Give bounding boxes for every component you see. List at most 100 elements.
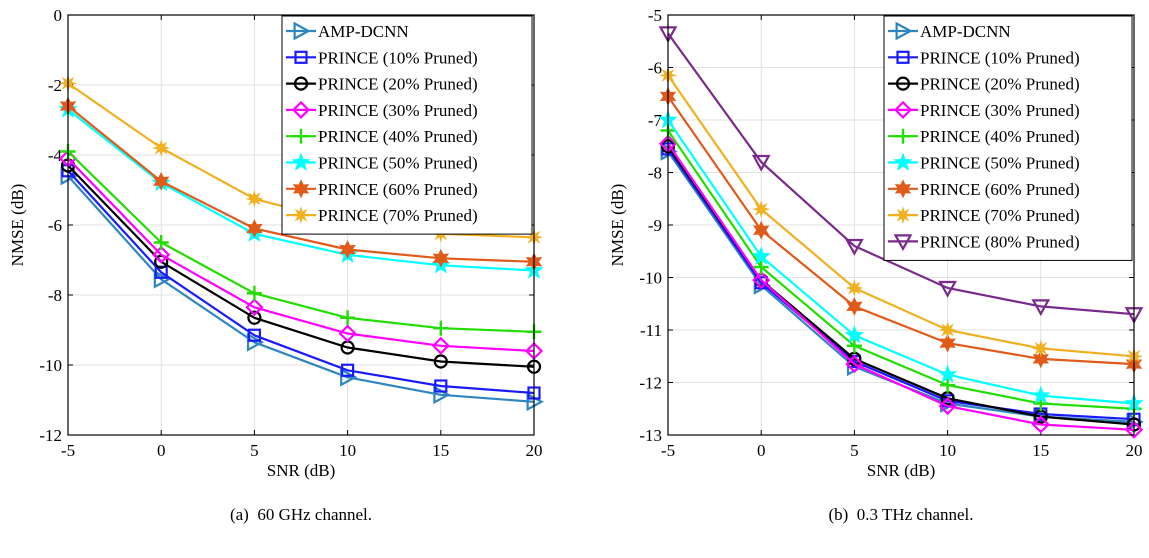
x-tick-label: 15 — [1032, 441, 1049, 460]
data-point-prince-50-pruned — [1031, 385, 1051, 404]
y-axis-label: NMSE (dB) — [608, 184, 627, 267]
data-point-prince-20-pruned — [433, 354, 448, 369]
legend-label: PRINCE (40% Pruned) — [920, 127, 1080, 146]
legend-marker — [294, 50, 308, 64]
chart-b: -5 0 5 10 15 20 -5 -6 -7 -8 -9 -10 -11 -12 -13 AMP-DCNN… — [608, 6, 1144, 524]
data-point-prince-40-pruned — [246, 285, 262, 301]
data-point-prince-30-pruned — [938, 397, 957, 416]
legend-marker — [292, 179, 310, 199]
legend: AMP-DCNN PRINCE (10% Pruned) PRINCE (20% P… — [281, 15, 533, 235]
legend-label: PRINCE (50% Pruned) — [920, 154, 1080, 173]
data-point-amp-dcnn — [246, 332, 265, 352]
data-point-amp-dcnn — [153, 269, 172, 289]
series-line-prince-20-pruned — [67, 164, 535, 368]
legend-label: AMP-DCNN — [318, 22, 409, 41]
series-line-prince-10-pruned — [667, 148, 1135, 421]
legend-marker — [293, 128, 309, 144]
legend-box — [883, 15, 1133, 261]
legend-marker — [291, 152, 311, 171]
data-point-prince-50-pruned — [844, 325, 865, 344]
x-tick-label: 0 — [757, 441, 766, 460]
data-point-prince-60-pruned — [152, 171, 170, 191]
legend-label: PRINCE (50% Pruned) — [318, 154, 478, 173]
axes-frame — [67, 14, 535, 436]
data-point-amp-dcnn — [340, 367, 358, 387]
legend-marker — [291, 100, 311, 119]
data-point-prince-60-pruned — [246, 219, 263, 238]
data-point-prince-40-pruned — [153, 235, 169, 250]
legend-label: PRINCE (30% Pruned) — [920, 101, 1080, 120]
legend-label: PRINCE (30% Pruned) — [318, 101, 478, 120]
legend-marker — [293, 76, 309, 91]
legend-marker — [893, 152, 913, 171]
legend-box — [281, 15, 533, 235]
data-point-prince-20-pruned — [247, 310, 262, 325]
legend-marker — [893, 206, 913, 225]
legend-marker — [895, 21, 913, 41]
x-tick-label: 0 — [157, 441, 166, 460]
y-axis-label: NMSE (dB) — [8, 184, 27, 267]
chart-a: -5 0 5 10 15 20 0 -2 -4 -6 -8 -10 -12 AMP-DCNN PRINCE … — [8, 6, 544, 524]
data-point-prince-30-pruned — [245, 298, 264, 317]
y-tick-label: -6 — [648, 59, 662, 78]
axes-frame — [667, 14, 1135, 436]
figure-caption: (b) 0.3 THz channel. — [828, 505, 973, 524]
axis-ticks: -5 0 5 10 15 20 0 -2 -4 -6 -8 -10 -12 — [39, 6, 542, 460]
legend-marker — [894, 179, 912, 199]
y-tick-label: -12 — [639, 374, 662, 393]
data-point-prince-70-pruned — [845, 278, 864, 298]
legend: AMP-DCNN PRINCE (10% Pruned) PRINCE (20% P… — [883, 15, 1133, 261]
data-point-prince-40-pruned — [846, 338, 862, 354]
data-point-prince-80-pruned — [845, 238, 864, 256]
series-line-prince-50-pruned — [667, 119, 1135, 405]
y-tick-label: -8 — [48, 286, 62, 305]
axis-ticks: -5 0 5 10 15 20 -5 -6 -7 -8 -9 -10 -11 -12 -13 — [639, 6, 1142, 460]
legend-label: PRINCE (40% Pruned) — [318, 127, 478, 146]
y-tick-label: -4 — [48, 146, 63, 165]
data-point-prince-40-pruned — [340, 310, 356, 326]
y-tick-label: -12 — [39, 426, 62, 445]
data-point-prince-30-pruned — [845, 355, 864, 374]
data-point-prince-30-pruned — [338, 324, 357, 343]
series-line-prince-50-pruned — [67, 108, 535, 272]
data-point-prince-30-pruned — [152, 245, 171, 264]
data-point-prince-60-pruned — [752, 220, 770, 240]
series-line-prince-60-pruned — [667, 95, 1135, 366]
data-point-prince-30-pruned — [1031, 415, 1050, 434]
legend-label: AMP-DCNN — [920, 22, 1011, 41]
series-line-prince-40-pruned — [67, 150, 535, 333]
legend-label: PRINCE (60% Pruned) — [920, 180, 1080, 199]
x-tick-label: 10 — [339, 441, 356, 460]
series-line-prince-60-pruned — [67, 105, 535, 263]
data-point-prince-50-pruned — [937, 364, 958, 383]
legend-label: PRINCE (60% Pruned) — [318, 180, 478, 199]
series-line-prince-70-pruned — [667, 74, 1135, 358]
y-tick-label: -7 — [648, 111, 663, 130]
data-point-prince-10-pruned — [341, 363, 355, 377]
data-point-prince-60-pruned — [339, 240, 356, 259]
x-tick-label: 20 — [526, 441, 543, 460]
y-tick-label: -8 — [648, 164, 662, 183]
legend-marker — [893, 100, 913, 119]
x-tick-label: -5 — [661, 441, 675, 460]
data-point-prince-70-pruned — [938, 320, 957, 340]
data-point-prince-60-pruned — [1032, 349, 1049, 369]
legend-marker — [895, 76, 911, 91]
y-tick-label: -2 — [48, 76, 62, 95]
legend-marker — [893, 234, 913, 252]
data-point-prince-60-pruned — [846, 296, 863, 316]
series-line-prince-40-pruned — [667, 129, 1135, 410]
legend-label: PRINCE (20% Pruned) — [920, 75, 1080, 94]
y-tick-label: -10 — [639, 269, 662, 288]
legend-label: PRINCE (10% Pruned) — [318, 48, 478, 67]
series-line-prince-30-pruned — [67, 157, 535, 353]
data-point-prince-10-pruned — [434, 379, 448, 393]
data-point-prince-30-pruned — [1124, 420, 1144, 439]
x-tick-label: 20 — [1126, 441, 1143, 460]
data-point-prince-40-pruned — [753, 259, 769, 275]
x-tick-label: 5 — [250, 441, 259, 460]
data-point-prince-70-pruned — [152, 138, 171, 158]
data-point-prince-30-pruned — [431, 336, 450, 355]
data-point-prince-40-pruned — [940, 377, 956, 393]
